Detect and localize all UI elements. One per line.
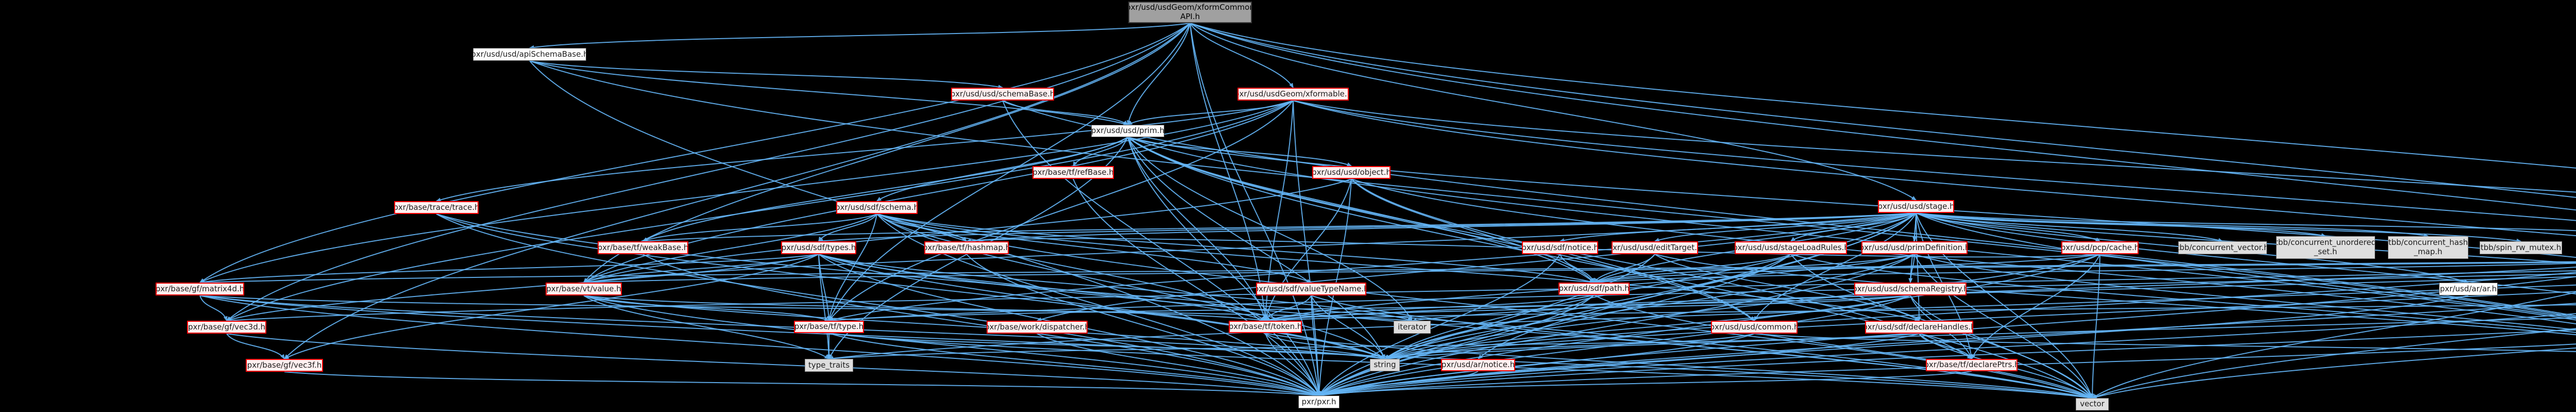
node-token[interactable]: pxr/base/tf/token.h	[1229, 321, 1302, 333]
node-label: pxr/usd/sdf/path.h	[1558, 284, 1630, 293]
node-sdfTypes[interactable]: pxr/usd/sdf/types.h	[781, 241, 856, 254]
node-vector[interactable]: vector	[2076, 398, 2109, 410]
node-label: pxr/base/tf/hashmap.h	[924, 242, 1009, 252]
edges	[199, 23, 2576, 400]
node-label: pxr/usd/usd/schemaRegistry.h	[1854, 284, 1967, 293]
node-label: pxr/base/tf/type.h	[794, 322, 864, 332]
node-label: pxr/usd/ar/ar.h	[2439, 284, 2497, 293]
node-label: tbb/spin_rw_mutex.h	[2480, 242, 2562, 252]
node-label: type_traits	[808, 360, 850, 370]
node-label: pxr/usd/usd/stageLoadRules.h	[1735, 242, 1847, 252]
node-label: string	[1374, 360, 1396, 370]
node-label: API.h	[1180, 12, 1200, 21]
node-weakBase[interactable]: pxr/base/tf/weakBase.h	[598, 241, 688, 254]
node-label: pxr/pxr.h	[1301, 397, 1336, 406]
node-label: pxr/base/work/dispatcher.h	[987, 322, 1088, 332]
node-label: pxr/usd/usd/primDefinition.h	[1861, 242, 1968, 252]
node-label: pxr/base/tf/weakBase.h	[598, 242, 688, 252]
node-declarePtrs[interactable]: pxr/base/tf/declarePtrs.h	[1926, 359, 2018, 371]
node-label: pxr/usd/usd/schemaBase.h	[951, 89, 1054, 98]
node-label: pxr/base/trace/trace.h	[394, 202, 479, 212]
node-editTarget[interactable]: pxr/usd/usd/editTarget.h	[1612, 241, 1698, 254]
node-label: pxr/usd/pcp/cache.h	[2061, 242, 2139, 252]
node-label: pxr/usd/usd/prim.h	[1091, 126, 1164, 136]
node-dispatcher[interactable]: pxr/base/work/dispatcher.h	[987, 321, 1088, 334]
node-sdfNotice[interactable]: pxr/usd/sdf/notice.h	[1522, 241, 1598, 254]
node-label: pxr/usd/sdf/valueTypeName.h	[1256, 284, 1366, 293]
node-label: pxr/base/vt/value.h	[546, 284, 621, 293]
node-label: _set.h	[2314, 247, 2337, 256]
node-label: vector	[2080, 399, 2105, 409]
node-hashmap[interactable]: pxr/base/tf/hashmap.h	[924, 241, 1009, 254]
node-label: pxr/usd/usdGeom/xformCommon	[1128, 3, 1252, 12]
node-label: pxr/base/tf/refBase.h	[1032, 167, 1114, 177]
node-tbbSpinRwMutex[interactable]: tbb/spin_rw_mutex.h	[2480, 241, 2562, 254]
node-trace[interactable]: pxr/base/trace/trace.h	[394, 201, 479, 214]
node-xformable[interactable]: pxr/usd/usdGeom/xformable.h	[1238, 88, 1349, 101]
node-vec3d[interactable]: pxr/base/gf/vec3d.h	[187, 321, 266, 334]
node-label: pxr/base/tf/declarePtrs.h	[1926, 360, 2018, 370]
node-label: pxr/usd/usd/apiSchemaBase.h	[473, 49, 586, 59]
node-label: iterator	[1398, 322, 1427, 332]
node-label: pxr/usd/sdf/types.h	[781, 242, 856, 252]
node-pxrH[interactable]: pxr/pxr.h	[1298, 395, 1340, 408]
node-stageLoadRules[interactable]: pxr/usd/usd/stageLoadRules.h	[1735, 241, 1847, 254]
node-vtValue[interactable]: pxr/base/vt/value.h	[546, 283, 622, 295]
node-sdfPath[interactable]: pxr/usd/sdf/path.h	[1558, 283, 1630, 295]
node-valueTypeName[interactable]: pxr/usd/sdf/valueTypeName.h	[1256, 283, 1366, 295]
node-label: pxr/base/gf/vec3d.h	[188, 322, 265, 332]
node-label: _map.h	[2414, 247, 2443, 256]
node-label: pxr/base/tf/token.h	[1229, 322, 1302, 332]
node-declareHandles[interactable]: pxr/usd/sdf/declareHandles.h	[1865, 321, 1973, 334]
node-label: pxr/usd/usd/common.h	[1711, 322, 1798, 332]
node-label: tbb/concurrent_vector.h	[2178, 242, 2267, 252]
node-root[interactable]: pxr/usd/usdGeom/xformCommon API.h	[1128, 2, 1252, 23]
node-pcpCache[interactable]: pxr/usd/pcp/cache.h	[2061, 241, 2139, 254]
node-apiSchemaBase[interactable]: pxr/usd/usd/apiSchemaBase.h	[473, 48, 586, 61]
node-label: pxr/usd/usdGeom/xformable.h	[1238, 89, 1349, 98]
node-typeTraits[interactable]: type_traits	[805, 359, 853, 372]
node-label: pxr/base/gf/matrix4d.h	[156, 284, 244, 293]
node-label: tbb/concurrent_unordered	[2276, 238, 2375, 248]
node-schemaRegistry[interactable]: pxr/usd/usd/schemaRegistry.h	[1854, 283, 1967, 295]
node-label: pxr/usd/usd/editTarget.h	[1612, 242, 1698, 252]
node-iterator[interactable]: iterator	[1394, 321, 1431, 334]
node-label: pxr/usd/ar/notice.h	[1441, 360, 1515, 370]
node-tbbConcurrentVector[interactable]: tbb/concurrent_vector.h	[2178, 241, 2267, 254]
node-matrix4d[interactable]: pxr/base/gf/matrix4d.h	[156, 283, 244, 295]
node-label: pxr/usd/sdf/notice.h	[1522, 242, 1598, 252]
node-vec3f[interactable]: pxr/base/gf/vec3f.h	[246, 359, 323, 372]
node-arAr[interactable]: pxr/usd/ar/ar.h	[2439, 283, 2498, 295]
node-sdfSchema[interactable]: pxr/usd/sdf/schema.h	[836, 201, 918, 214]
node-primDefinition[interactable]: pxr/usd/usd/primDefinition.h	[1861, 241, 1968, 254]
node-prim[interactable]: pxr/usd/usd/prim.h	[1091, 125, 1164, 137]
node-string[interactable]: string	[1370, 359, 1400, 371]
node-label: pxr/usd/sdf/declareHandles.h	[1865, 322, 1973, 332]
node-tbbConcurrentHashMap[interactable]: tbb/concurrent_hash _map.h	[2388, 236, 2468, 259]
node-common[interactable]: pxr/usd/usd/common.h	[1711, 321, 1798, 334]
node-tbbConcurrentUnorderedSet[interactable]: tbb/concurrent_unordered _set.h	[2276, 236, 2375, 259]
node-refBase[interactable]: pxr/base/tf/refBase.h	[1032, 166, 1114, 179]
node-arNotice[interactable]: pxr/usd/ar/notice.h	[1441, 359, 1515, 371]
node-label: pxr/usd/sdf/schema.h	[836, 202, 918, 212]
node-label: pxr/base/gf/vec3f.h	[247, 360, 322, 370]
node-object[interactable]: pxr/usd/usd/object.h	[1312, 166, 1391, 179]
node-schemaBase[interactable]: pxr/usd/usd/schemaBase.h	[951, 88, 1054, 101]
node-label: pxr/usd/usd/stage.h	[1878, 201, 1954, 211]
node-stage[interactable]: pxr/usd/usd/stage.h	[1878, 200, 1954, 213]
node-label: pxr/usd/usd/object.h	[1312, 167, 1391, 177]
node-tfType[interactable]: pxr/base/tf/type.h	[794, 321, 864, 333]
node-label: tbb/concurrent_hash	[2388, 238, 2468, 248]
